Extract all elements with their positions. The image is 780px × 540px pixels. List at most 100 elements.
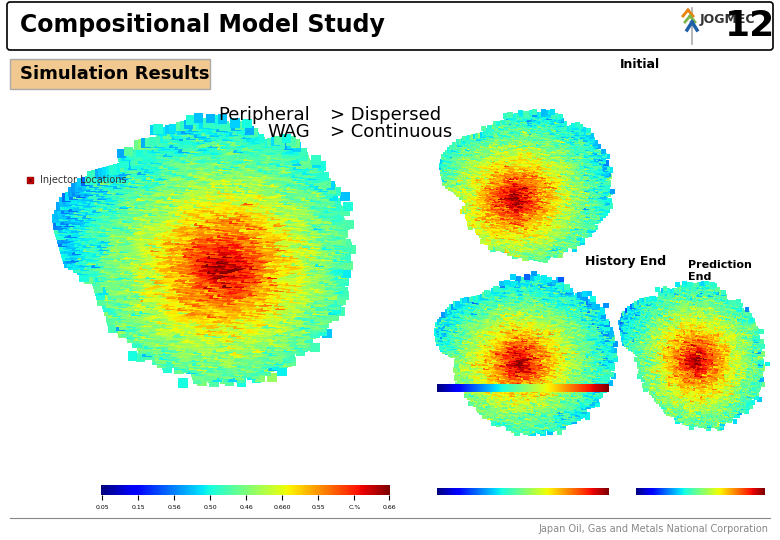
Point — [607, 355, 619, 363]
Point — [129, 171, 141, 180]
Point — [481, 220, 494, 228]
Point — [477, 191, 490, 199]
Point — [294, 288, 307, 297]
Point — [560, 414, 573, 423]
Point — [264, 146, 276, 154]
Point — [497, 313, 509, 321]
Point — [510, 206, 523, 214]
Point — [716, 292, 729, 301]
Point — [526, 312, 538, 321]
Point — [683, 320, 696, 328]
Point — [518, 364, 530, 373]
Point — [688, 291, 700, 300]
Point — [701, 356, 714, 365]
Point — [535, 338, 548, 347]
Point — [710, 403, 722, 411]
Point — [491, 214, 504, 222]
Point — [474, 372, 487, 381]
Point — [535, 310, 548, 319]
Point — [256, 174, 268, 183]
Point — [554, 324, 566, 333]
Point — [580, 221, 592, 230]
Point — [185, 233, 197, 242]
Point — [578, 339, 590, 348]
Point — [665, 295, 677, 303]
Point — [675, 301, 687, 310]
Point — [310, 244, 322, 253]
Point — [447, 336, 459, 345]
Point — [661, 318, 673, 326]
Point — [192, 334, 204, 343]
Point — [623, 338, 636, 347]
Point — [211, 167, 223, 176]
Point — [738, 308, 750, 317]
Point — [559, 179, 572, 188]
Point — [246, 298, 258, 306]
Point — [565, 305, 577, 314]
Point — [530, 136, 542, 144]
Point — [480, 390, 492, 399]
Point — [659, 330, 672, 339]
Point — [521, 181, 534, 190]
Point — [480, 224, 493, 233]
Point — [672, 296, 684, 305]
Point — [709, 347, 722, 356]
Point — [461, 186, 473, 195]
Point — [454, 299, 466, 308]
Point — [529, 133, 541, 142]
Point — [137, 334, 150, 343]
Point — [481, 386, 494, 394]
Point — [693, 284, 705, 293]
Point — [548, 359, 561, 368]
Point — [285, 228, 298, 237]
Point — [473, 315, 486, 323]
Point — [480, 348, 492, 356]
Point — [509, 146, 521, 154]
Point — [741, 338, 753, 346]
Point — [105, 196, 117, 205]
Point — [497, 340, 509, 349]
Point — [516, 339, 529, 348]
Point — [521, 161, 534, 170]
Point — [456, 177, 469, 186]
Point — [510, 173, 523, 182]
Point — [536, 176, 548, 185]
Point — [698, 297, 711, 306]
Point — [461, 146, 473, 154]
Point — [238, 285, 250, 294]
Point — [725, 398, 738, 407]
Point — [505, 223, 517, 232]
Point — [546, 236, 558, 245]
Point — [590, 330, 603, 339]
Point — [483, 171, 495, 180]
Point — [431, 330, 444, 339]
Point — [709, 369, 722, 377]
Point — [517, 174, 530, 183]
Point — [516, 337, 528, 346]
Point — [677, 323, 690, 332]
Point — [687, 391, 700, 400]
Point — [278, 241, 290, 250]
Point — [508, 192, 520, 201]
Point — [686, 375, 698, 383]
Point — [704, 296, 716, 305]
Point — [220, 334, 232, 342]
Point — [655, 368, 668, 377]
Point — [645, 345, 658, 353]
Point — [509, 178, 521, 186]
Point — [452, 312, 464, 321]
Point — [338, 291, 350, 300]
Point — [202, 342, 215, 351]
Point — [563, 350, 576, 359]
Point — [716, 368, 729, 376]
Point — [721, 341, 733, 349]
Point — [565, 373, 577, 382]
Point — [550, 344, 562, 353]
Point — [522, 357, 534, 366]
Point — [567, 152, 580, 160]
Point — [526, 150, 538, 159]
Point — [560, 401, 573, 410]
Point — [557, 224, 569, 232]
Point — [505, 139, 518, 147]
Point — [731, 333, 743, 342]
